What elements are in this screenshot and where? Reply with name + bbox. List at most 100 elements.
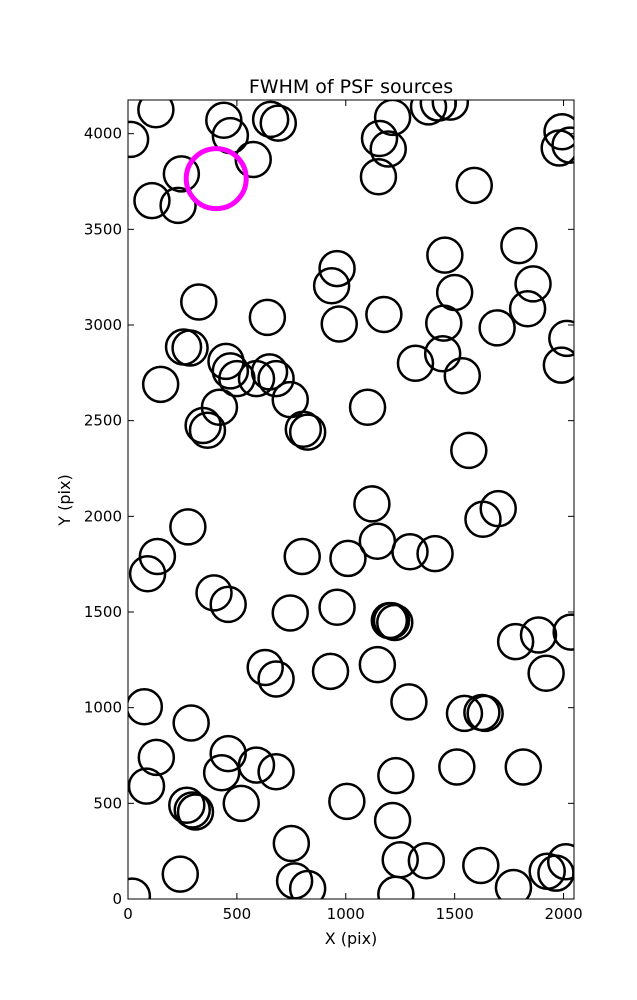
psf-source-marker xyxy=(257,660,295,698)
psf-source-marker xyxy=(202,753,241,792)
psf-source-marker xyxy=(176,793,215,831)
psf-source-marker xyxy=(128,120,150,159)
psf-source-marker xyxy=(504,748,543,786)
psf-source-marker xyxy=(396,344,435,383)
psf-source-marker xyxy=(173,791,211,829)
x-tick-label: 1500 xyxy=(436,905,474,923)
psf-source-marker xyxy=(257,359,295,398)
psf-source-marker xyxy=(259,104,298,142)
psf-source-marker xyxy=(234,140,272,179)
psf-source-marker xyxy=(527,654,565,692)
psf-source-marker xyxy=(514,265,552,303)
y-tick-label: 500 xyxy=(93,794,122,812)
psf-source-marker xyxy=(188,411,227,449)
psf-source-marker xyxy=(496,622,535,661)
y-tick-label: 1500 xyxy=(84,603,122,621)
psf-source-marker xyxy=(479,489,517,528)
psf-source-marker xyxy=(455,166,494,205)
psf-source-marker xyxy=(423,334,462,373)
x-axis: 0 500 1000 1500 2000 xyxy=(123,100,583,923)
psf-source-marker xyxy=(377,875,415,899)
psf-source-marker xyxy=(164,328,203,366)
psf-source-marker xyxy=(246,648,284,687)
psf-source-marker xyxy=(407,841,446,880)
psf-source-marker xyxy=(372,601,411,640)
psf-source-marker xyxy=(209,585,247,624)
x-tick-label: 500 xyxy=(223,905,252,923)
psf-source-marker xyxy=(312,267,351,305)
psf-source-marker xyxy=(162,155,201,193)
psf-source-marker xyxy=(438,748,476,786)
psf-source-marker xyxy=(141,365,180,404)
psf-source-marker xyxy=(543,113,574,151)
psf-source-marker xyxy=(288,413,327,451)
psf-source-marker xyxy=(425,304,463,342)
y-tick-label: 0 xyxy=(112,890,122,908)
y-tick-label: 3500 xyxy=(84,220,122,238)
psf-source-marker xyxy=(431,100,470,121)
psf-source-marker xyxy=(205,101,243,140)
psf-source-marker xyxy=(195,574,233,612)
psf-source-marker xyxy=(365,295,403,334)
psf-source-marker xyxy=(283,537,321,576)
psf-source-marker xyxy=(548,319,574,358)
psf-source-marker xyxy=(222,784,260,823)
psf-source-marker xyxy=(551,126,574,164)
x-tick-label: 2000 xyxy=(544,905,582,923)
markers-layer xyxy=(128,100,574,899)
psf-source-marker xyxy=(209,734,247,773)
psf-source-marker xyxy=(172,704,210,742)
x-tick-label: 0 xyxy=(123,905,133,923)
psf-source-marker xyxy=(288,869,327,899)
psf-source-marker xyxy=(552,613,574,651)
psf-source-marker xyxy=(159,186,197,225)
y-tick-label: 4000 xyxy=(84,125,122,143)
psf-source-marker xyxy=(137,738,176,777)
highlighted-source-marker xyxy=(183,146,249,212)
psf-source-marker xyxy=(519,616,558,654)
psf-source-marker xyxy=(369,130,407,168)
psf-source-marker xyxy=(169,508,207,546)
psf-source-marker xyxy=(494,868,533,899)
psf-source-marker xyxy=(272,824,311,863)
psf-source-marker xyxy=(237,359,276,398)
y-axis-label: Y (pix) xyxy=(55,474,74,526)
psf-source-marker xyxy=(161,855,200,893)
psf-source-marker xyxy=(478,309,516,347)
psf-source-marker xyxy=(237,746,276,784)
x-tick-label: 1000 xyxy=(327,905,365,923)
plot-frame xyxy=(127,99,575,900)
psf-source-marker xyxy=(180,283,218,321)
psf-source-marker xyxy=(128,554,167,593)
psf-source-marker xyxy=(137,100,175,129)
psf-source-marker xyxy=(171,329,209,367)
psf-source-marker xyxy=(373,100,412,137)
psf-source-marker xyxy=(377,756,415,795)
psf-source-marker xyxy=(257,753,295,791)
psf-source-marker xyxy=(271,594,309,632)
psf-source-marker xyxy=(353,485,391,523)
psf-source-marker xyxy=(328,782,366,821)
psf-source-marker xyxy=(128,877,152,899)
psf-source-marker xyxy=(416,534,454,573)
psf-source-marker xyxy=(358,645,397,684)
psf-source-marker xyxy=(409,100,448,126)
psf-source-marker xyxy=(348,388,387,427)
psf-source-marker xyxy=(320,305,358,343)
psf-source-marker xyxy=(358,522,397,560)
psf-source-marker xyxy=(284,410,323,449)
chart-title: FWHM of PSF sources xyxy=(249,76,453,98)
psf-source-marker xyxy=(128,687,164,726)
psf-source-marker xyxy=(211,352,250,390)
psf-source-marker xyxy=(500,226,538,265)
psf-source-marker xyxy=(542,346,574,384)
psf-source-marker xyxy=(318,249,356,288)
x-axis-label: X (pix) xyxy=(325,929,378,948)
psf-source-marker xyxy=(275,862,314,899)
psf-source-marker xyxy=(537,854,574,892)
psf-source-marker xyxy=(508,289,547,328)
psf-source-marker xyxy=(138,537,177,576)
psf-source-marker xyxy=(466,694,504,733)
y-tick-label: 2000 xyxy=(84,507,122,525)
